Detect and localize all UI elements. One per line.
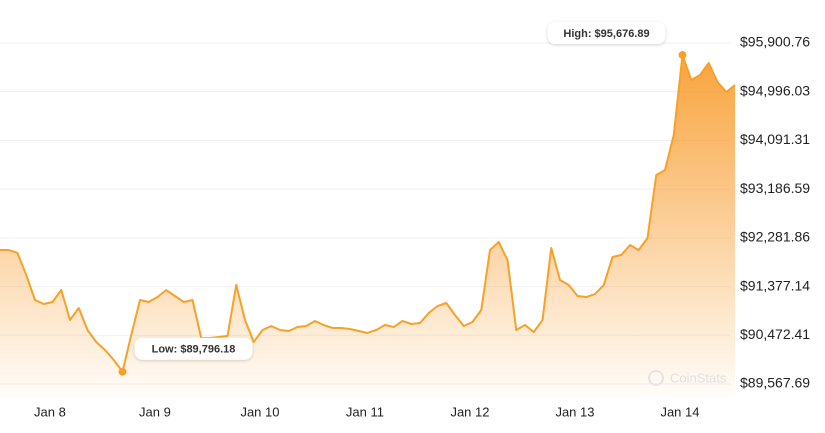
annotation-box [134, 337, 253, 360]
x-tick-label: Jan 13 [555, 404, 594, 419]
annotation-label: High: $95,676.89 [563, 28, 649, 40]
x-tick-label: Jan 10 [240, 404, 279, 419]
annotation-label: Low: $89,796.18 [152, 344, 236, 356]
y-tick-label: $93,186.59 [740, 180, 810, 196]
y-tick-label: $94,996.03 [740, 82, 810, 98]
x-tick-label: Jan 9 [139, 404, 171, 419]
area-fill [0, 55, 735, 399]
y-tick-label: $90,472.41 [740, 326, 810, 342]
y-tick-label: $89,567.69 [740, 375, 810, 391]
y-tick-label: $91,377.14 [740, 277, 810, 293]
watermark: CoinStats [670, 370, 727, 385]
y-tick-label: $92,281.86 [740, 229, 810, 245]
annotation-box [547, 22, 666, 45]
x-tick-label: Jan 8 [34, 404, 66, 419]
watermark-logo [648, 370, 664, 386]
y-tick-label: $94,091.31 [740, 131, 810, 147]
y-tick-label: $95,900.76 [740, 34, 810, 50]
x-tick-label: Jan 14 [660, 404, 699, 419]
x-tick-label: Jan 11 [346, 404, 384, 419]
extreme-marker [678, 51, 687, 60]
x-tick-label: Jan 12 [450, 404, 489, 419]
extreme-marker [118, 367, 127, 376]
